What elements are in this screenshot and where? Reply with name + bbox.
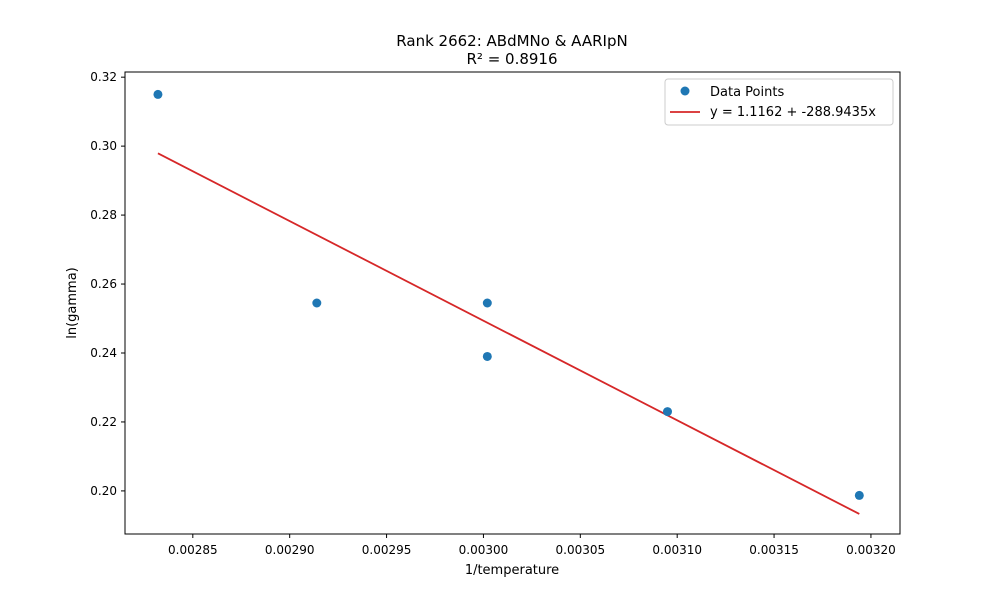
- legend-label-data-points: Data Points: [710, 85, 784, 100]
- data-point: [854, 490, 864, 500]
- y-tick-label: 0.26: [90, 277, 117, 291]
- x-tick-label: 0.00320: [846, 543, 896, 557]
- fit-line: [157, 152, 860, 515]
- y-tick-label: 0.24: [90, 346, 117, 360]
- data-point: [153, 89, 163, 99]
- y-tick-label: 0.22: [90, 415, 117, 429]
- legend-label-fit: y = 1.1162 + -288.9435x: [710, 105, 876, 120]
- legend-marker-data-points: [680, 86, 690, 96]
- x-tick-label: 0.00315: [749, 543, 799, 557]
- data-point: [663, 407, 672, 417]
- y-tick-label: 0.32: [90, 70, 117, 84]
- y-tick-label: 0.30: [90, 139, 117, 153]
- x-tick-label: 0.00285: [168, 543, 218, 557]
- x-tick-label: 0.00310: [652, 543, 702, 557]
- x-tick-label: 0.00300: [459, 543, 509, 557]
- legend: Data Points y = 1.1162 + -288.9435x: [664, 78, 894, 126]
- y-axis-label: ln(gamma): [65, 267, 80, 339]
- y-tick-label: 0.20: [90, 484, 117, 498]
- x-axis: 0.00285 0.00290 0.00295 0.00300 0.00305 0.003…: [168, 534, 896, 557]
- chart-title: Rank 2662: ABdMNo & AARIpN: [396, 32, 627, 50]
- x-tick-label: 0.00290: [265, 543, 315, 557]
- plot-area: [153, 89, 864, 515]
- legend-box: [664, 78, 894, 126]
- x-tick-label: 0.00305: [556, 543, 606, 557]
- y-axis: 0.20 0.22 0.24 0.26 0.28 0.30 0.32: [90, 70, 125, 498]
- x-axis-label: 1/temperature: [465, 563, 559, 578]
- data-point: [482, 351, 492, 361]
- data-point: [482, 298, 492, 308]
- plot-frame: [124, 71, 901, 535]
- x-tick-label: 0.00295: [362, 543, 412, 557]
- chart-subtitle: R² = 0.8916: [466, 50, 557, 68]
- y-tick-label: 0.28: [90, 208, 117, 222]
- data-point: [312, 298, 322, 308]
